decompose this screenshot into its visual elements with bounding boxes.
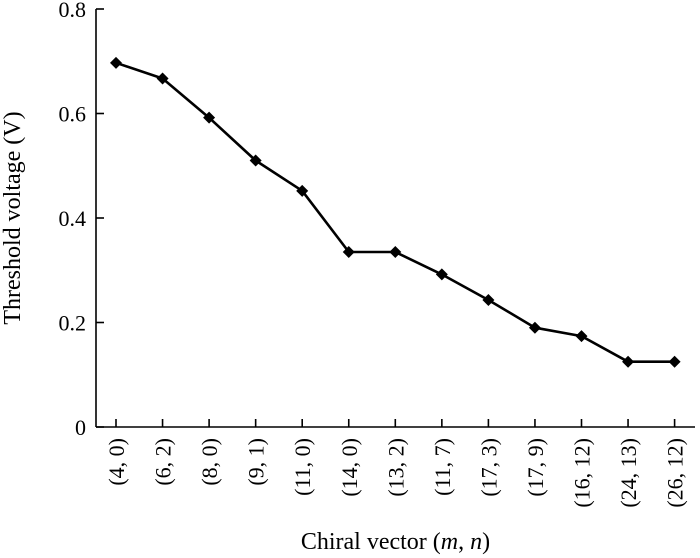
data-point-marker <box>249 154 262 167</box>
x-axis-title-part: , <box>458 529 470 555</box>
data-point-marker <box>482 294 495 307</box>
x-tick-label: (26, 12) <box>663 438 688 508</box>
y-tick-label: 0 <box>75 415 86 440</box>
x-tick-label: (14, 0) <box>337 438 362 497</box>
y-tick-label: 0.8 <box>59 0 87 22</box>
data-point-marker <box>156 72 169 85</box>
y-axis-title: Threshold voltage (V) <box>0 111 26 324</box>
x-tick-label: (11, 0) <box>290 438 315 496</box>
x-tick-label: (24, 13) <box>616 438 641 508</box>
y-tick-label: 0.2 <box>59 311 87 336</box>
data-point-marker <box>296 184 309 197</box>
data-point-marker <box>622 355 635 368</box>
x-tick-label: (17, 9) <box>523 438 548 497</box>
x-tick-label: (6, 2) <box>151 438 176 486</box>
data-point-marker <box>668 355 681 368</box>
y-tick-label: 0.4 <box>59 206 87 231</box>
x-tick-label: (11, 7) <box>430 438 455 496</box>
x-axis-ticks: (4, 0) (6, 2) (8, 0) (9, 1) (11, 0) (14, 0) (1… <box>104 419 688 508</box>
x-axis-title-part: ) <box>482 529 490 555</box>
y-tick-label: 0.6 <box>59 102 87 127</box>
data-point-marker <box>435 268 448 281</box>
y-axis-ticks: 0 0.2 0.4 0.6 0.8 <box>59 0 104 440</box>
data-point-marker <box>203 111 216 124</box>
x-axis-title-part: n <box>470 529 482 555</box>
data-point-marker <box>342 245 355 258</box>
x-tick-label: (17, 3) <box>476 438 501 497</box>
x-tick-label: (13, 2) <box>383 438 408 497</box>
x-axis-title-part: m <box>441 529 458 555</box>
x-axis-title: Chiral vector (m, n) <box>301 529 490 555</box>
x-axis-title-part: Chiral vector ( <box>301 529 441 555</box>
data-markers <box>110 56 681 368</box>
x-tick-label: (8, 0) <box>197 438 222 486</box>
x-tick-label: (4, 0) <box>104 438 129 486</box>
data-point-marker <box>528 321 541 334</box>
data-point-marker <box>575 330 588 343</box>
data-point-marker <box>389 245 402 258</box>
data-point-marker <box>110 56 122 69</box>
x-tick-label: (16, 12) <box>570 438 595 508</box>
x-tick-label: (9, 1) <box>244 438 269 486</box>
series-line <box>115 61 675 364</box>
